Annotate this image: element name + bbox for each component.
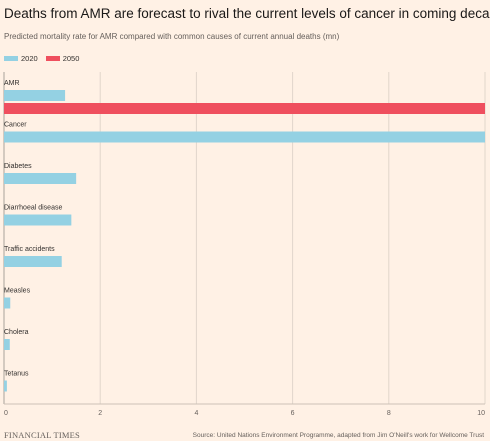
bar-2020-diarrhoeal-disease — [4, 214, 72, 226]
category-label: Diarrhoeal disease — [4, 205, 62, 212]
legend-swatch-2020 — [4, 56, 18, 61]
bar-2020-traffic-accidents — [4, 256, 62, 267]
legend-item-2050: 2050 — [45, 54, 80, 63]
x-tick-label-3: 6 — [291, 410, 295, 417]
bar-2050-amr — [4, 103, 485, 114]
category-label: Measles — [4, 288, 31, 295]
x-tick-label-1: 2 — [98, 410, 102, 417]
legend-label-2020: 2020 — [21, 54, 38, 63]
legend: 2020 2050 — [4, 54, 87, 63]
legend-label-2050: 2050 — [62, 54, 80, 63]
x-tick-label-0: 0 — [4, 410, 8, 417]
bar-2020-cancer — [4, 131, 485, 143]
bar-2020-tetanus — [4, 380, 7, 392]
chart-subtitle: Predicted mortality rate for AMR compare… — [4, 32, 340, 41]
x-tick-label-4: 8 — [387, 410, 391, 417]
bar-2020-amr — [4, 90, 66, 101]
category-label: Tetanus — [4, 371, 29, 378]
ft-logo: FINANCIAL TIMES — [4, 430, 80, 440]
chart-title: Deaths from AMR are forecast to rival th… — [4, 6, 490, 21]
bar-2020-diabetes — [4, 173, 77, 184]
category-label: Cholera — [4, 329, 29, 336]
category-label: Traffic accidents — [4, 246, 55, 253]
bar-2020-cholera — [4, 339, 10, 350]
category-label: Diabetes — [4, 163, 32, 170]
x-tick-label-5: 10 — [477, 410, 485, 417]
category-label: Cancer — [4, 122, 27, 129]
bar-2020-measles — [4, 297, 11, 309]
legend-item-2020: 2020 — [4, 54, 38, 63]
source-note: Source: United Nations Environment Progr… — [192, 432, 484, 439]
legend-swatch-2050 — [45, 56, 60, 61]
category-label: AMR — [4, 80, 20, 87]
x-tick-label-2: 4 — [194, 410, 198, 417]
